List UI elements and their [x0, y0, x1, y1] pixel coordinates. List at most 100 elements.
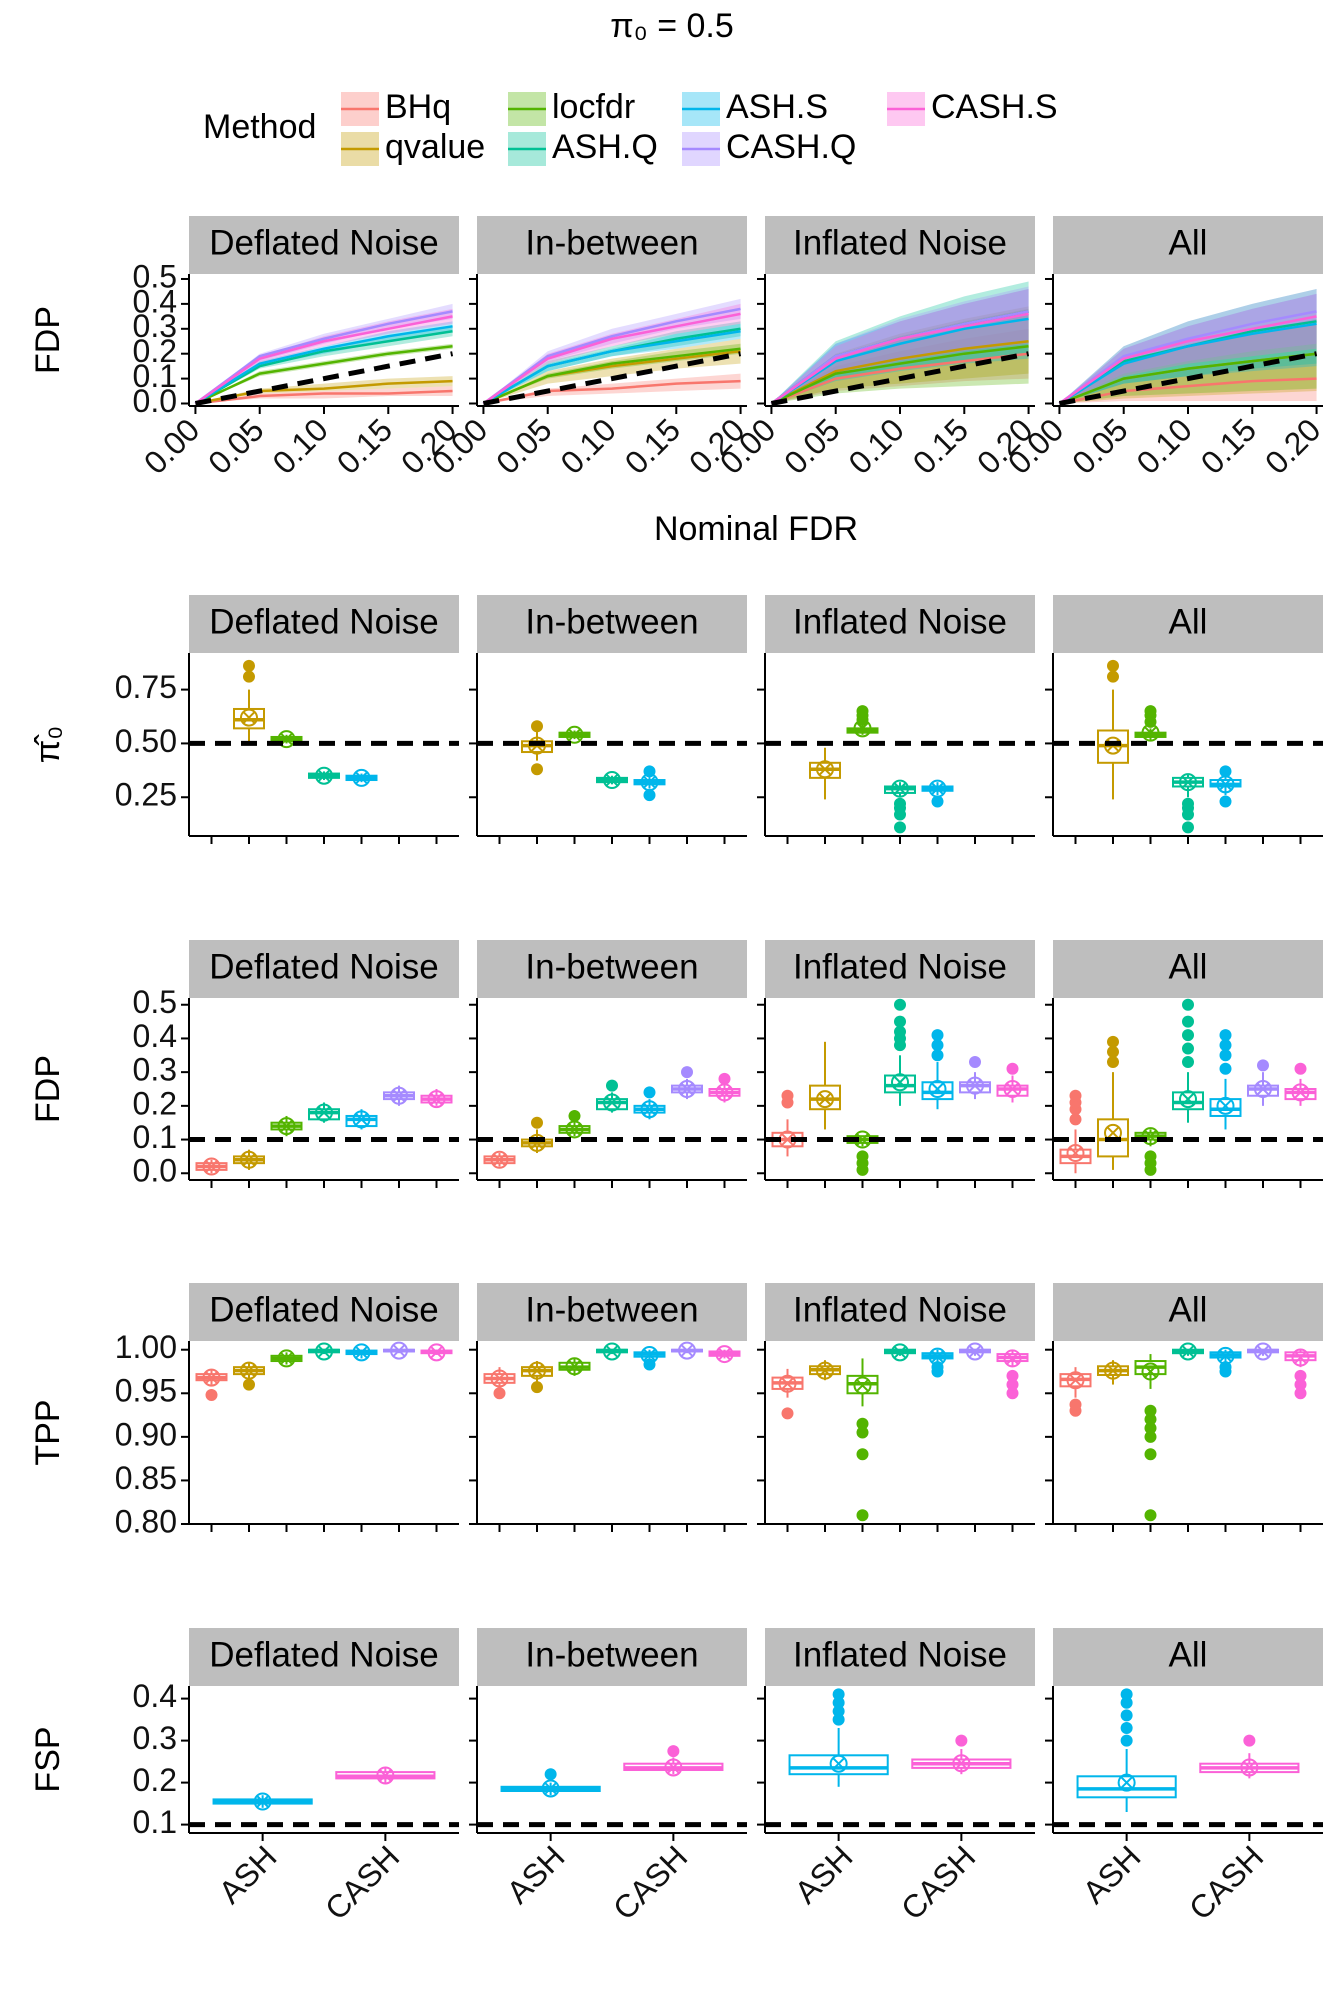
outlier — [1182, 1042, 1194, 1055]
outlier — [493, 1387, 506, 1400]
mean-cross — [1181, 775, 1195, 789]
outlier — [781, 1089, 794, 1102]
y-tick-label: 0.0 — [133, 1153, 177, 1189]
mean-marker — [603, 1093, 621, 1112]
mean-cross — [1256, 1344, 1270, 1359]
outlier — [1243, 1734, 1256, 1747]
line — [770, 312, 1029, 405]
mean-cross — [279, 1351, 294, 1366]
line — [194, 315, 453, 405]
y-tick-label: 0.5 — [133, 984, 177, 1020]
ribbon — [195, 326, 453, 404]
mean-marker — [816, 1361, 834, 1380]
mean-cross — [492, 1371, 507, 1386]
facet-strip — [1053, 940, 1323, 998]
y-tick-label: 0.3 — [133, 308, 177, 344]
outlier — [1182, 821, 1194, 834]
mean-marker — [966, 1076, 984, 1095]
mean-marker — [240, 708, 258, 727]
mean-marker — [928, 1347, 947, 1366]
outlier — [931, 1029, 944, 1042]
outlier — [667, 1745, 680, 1758]
facet-label: All — [1169, 223, 1208, 262]
mean-cross — [930, 1082, 945, 1096]
y-tick-label: 0.85 — [115, 1460, 177, 1496]
line — [194, 330, 453, 405]
legend-label: CASH.Q — [726, 128, 856, 166]
mean-cross — [317, 1105, 331, 1120]
mean-marker — [490, 1150, 509, 1169]
mean-marker — [1216, 1346, 1235, 1365]
outlier — [832, 1705, 845, 1718]
x-tick-label: ASH — [500, 1838, 572, 1910]
outlier — [832, 1696, 845, 1709]
mean-marker — [1240, 1758, 1259, 1777]
mean-cross — [354, 771, 369, 785]
outlier — [1182, 1015, 1194, 1028]
outlier — [1120, 1696, 1133, 1709]
facet-strip — [1053, 216, 1323, 274]
mean-cross — [204, 1159, 219, 1174]
line — [195, 379, 453, 405]
mean-marker — [678, 1080, 696, 1098]
outlier — [1257, 1059, 1269, 1072]
outlier — [781, 1407, 794, 1420]
mean-cross — [818, 762, 832, 776]
mean-marker — [640, 1100, 659, 1119]
outlier — [1144, 705, 1157, 718]
outlier — [1006, 1387, 1019, 1400]
mean-cross — [1106, 1126, 1120, 1140]
x-tick-label: ASH — [788, 1838, 860, 1910]
x-tick-label: 0.05 — [201, 411, 270, 480]
mean-cross — [1256, 1082, 1270, 1096]
outlier — [1294, 1387, 1307, 1400]
mean-cross — [354, 1345, 369, 1360]
mean-marker — [352, 768, 371, 787]
ribbon — [195, 303, 453, 404]
facet-label: Deflated Noise — [209, 223, 439, 262]
outlier — [969, 1056, 981, 1069]
outlier — [1120, 1722, 1133, 1734]
legend-label: BHq — [385, 88, 451, 126]
mean-cross — [1293, 1350, 1308, 1365]
mean-marker — [952, 1754, 971, 1773]
mean-cross — [818, 1363, 832, 1378]
facet-strip — [477, 595, 747, 653]
mean-cross — [1218, 1349, 1233, 1363]
facet-label: Deflated Noise — [209, 947, 439, 986]
mean-cross — [279, 1119, 294, 1133]
mean-cross — [1293, 1085, 1308, 1100]
line — [770, 344, 1029, 405]
mean-cross — [567, 1122, 582, 1137]
mean-marker — [315, 1103, 333, 1122]
mean-cross — [242, 710, 256, 725]
mean-marker — [966, 1342, 984, 1361]
facet-strip — [765, 216, 1035, 274]
facet-strip — [1053, 1628, 1323, 1686]
x-axis-label: Nominal FDR — [654, 510, 858, 548]
outlier — [1219, 1039, 1232, 1052]
outlier — [1182, 1029, 1194, 1042]
ribbon — [195, 308, 453, 404]
mean-marker — [928, 1080, 947, 1098]
legend-label: locfdr — [552, 88, 635, 126]
mean-marker — [277, 730, 296, 749]
mean-marker — [1291, 1083, 1310, 1102]
mean-marker — [1066, 1144, 1085, 1163]
ribbon — [483, 303, 741, 404]
y-tick-label: 0.25 — [115, 777, 177, 813]
outlier — [1107, 1035, 1119, 1048]
mean-marker — [715, 1345, 734, 1364]
mean-cross — [567, 1359, 582, 1373]
mean-cross — [818, 1092, 832, 1106]
legend-title: Method — [203, 108, 316, 146]
mean-marker — [891, 1343, 909, 1362]
facet-strip — [765, 1628, 1035, 1686]
outlier — [243, 659, 255, 672]
outlier — [1144, 1150, 1157, 1163]
y-axis-label: FDP — [29, 1055, 67, 1123]
mean-cross — [855, 1132, 870, 1147]
mean-cross — [1218, 1099, 1233, 1113]
outlier — [681, 1066, 693, 1079]
mean-cross — [855, 721, 870, 736]
